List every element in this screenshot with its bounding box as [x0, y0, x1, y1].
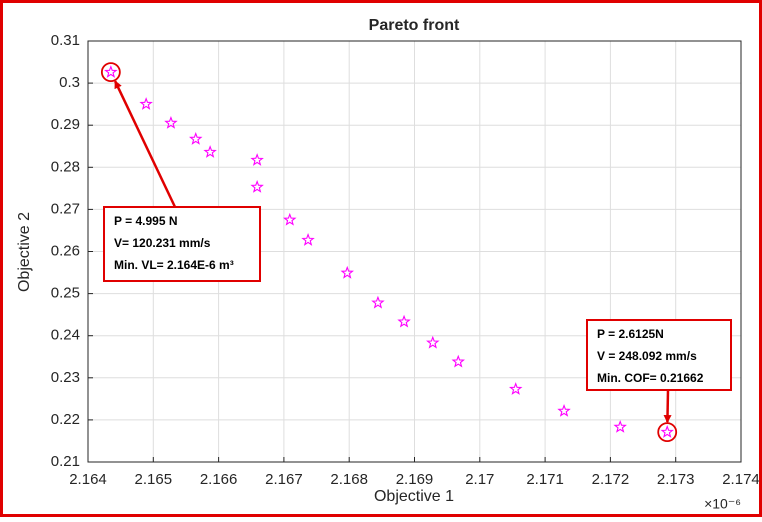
- annotation-box: [103, 206, 261, 282]
- point: [371, 295, 385, 309]
- y-tick-label: 0.29: [51, 116, 80, 133]
- x-tick-label: 2.169: [396, 471, 434, 488]
- chart-title: Pareto front: [369, 17, 460, 34]
- annotation-line: V = 248.092 mm/s: [597, 349, 697, 363]
- annotation-arrow: [114, 80, 177, 208]
- point: [250, 180, 264, 193]
- annotation-line: P = 2.6125N: [597, 327, 664, 341]
- y-axis-label: Objective 2: [16, 212, 33, 292]
- point: [104, 65, 118, 78]
- x-tick-label: 2.172: [592, 471, 630, 488]
- point: [283, 212, 297, 226]
- x-tick-label: 2.171: [526, 471, 564, 488]
- annotation-arrow: [663, 389, 672, 424]
- annotation-line: V= 120.231 mm/s: [114, 236, 211, 250]
- point: [340, 265, 354, 279]
- annotations: P = 4.995 N V= 120.231 mm/s Min. VL= 2.164…: [100, 62, 732, 443]
- point: [250, 153, 264, 166]
- point: [508, 382, 523, 395]
- y-tick-label: 0.21: [51, 453, 80, 470]
- y-tick-label: 0.26: [51, 242, 80, 259]
- point: [451, 354, 465, 368]
- x-tick-label: 2.173: [657, 471, 695, 488]
- y-tick-label: 0.25: [51, 285, 80, 302]
- point: [426, 335, 440, 349]
- y-tick-label: 0.28: [51, 158, 80, 175]
- annotation-line: Min. COF= 0.21662: [597, 371, 704, 385]
- point: [557, 403, 571, 417]
- x-tick-label: 2.17: [465, 471, 494, 488]
- point: [301, 233, 315, 246]
- y-tick-label: 0.3: [59, 74, 80, 91]
- y-tick-label: 0.23: [51, 369, 80, 386]
- axes-box: [87, 40, 742, 463]
- annotation-line: Min. VL= 2.164E-6 m³: [114, 258, 234, 272]
- annotation-box: [586, 319, 732, 391]
- point: [164, 116, 178, 129]
- highlight-circle: [100, 62, 121, 83]
- point: [397, 314, 411, 328]
- y-tick-label: 0.22: [51, 411, 80, 428]
- x-tick-label: 2.166: [200, 471, 238, 488]
- point: [613, 419, 627, 433]
- x-tick-label: 2.167: [265, 471, 303, 488]
- x-axis-label: Objective 1: [374, 488, 454, 505]
- point: [660, 425, 674, 438]
- point: [189, 132, 203, 145]
- x-tick-label: 2.165: [135, 471, 173, 488]
- x-tick-label: 2.164: [69, 471, 107, 488]
- x-tick-label: 2.168: [330, 471, 368, 488]
- point: [139, 97, 153, 110]
- y-tick-label: 0.24: [51, 327, 80, 344]
- x-tick-label: 2.174: [722, 471, 760, 488]
- y-tick-label: 0.31: [51, 32, 80, 49]
- point: [203, 145, 217, 158]
- grid: 2.164 2.165 2.166 2.167 2.168 2.169 2.17 2.171 2…: [51, 32, 760, 488]
- x-exponent: ×10⁻⁶: [704, 496, 741, 512]
- annotation-line: P = 4.995 N: [114, 214, 178, 228]
- marks: [104, 65, 674, 438]
- y-tick-label: 0.27: [51, 200, 80, 217]
